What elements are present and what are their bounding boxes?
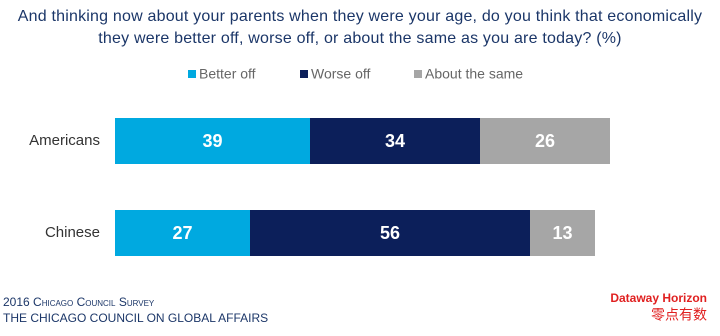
bar-segment: [115, 118, 310, 164]
bar-segment: [480, 118, 610, 164]
category-label: Americans: [29, 132, 100, 149]
legend-label: About the same: [425, 66, 523, 82]
value-label: 34: [385, 131, 405, 151]
value-label: 56: [380, 223, 400, 243]
bar-segment: [115, 210, 250, 256]
bar-segment: [310, 118, 480, 164]
chart-title: And thinking now about your parents when…: [17, 8, 703, 47]
bar-segment: [250, 210, 530, 256]
legend-label: Worse off: [311, 66, 371, 82]
value-label: 27: [172, 223, 192, 243]
source: 2016 Chicago Council Survey: [3, 295, 155, 309]
brand-cn: 零点有数: [651, 307, 707, 323]
value-label: 13: [552, 223, 572, 243]
value-label: 26: [535, 131, 555, 151]
category-label: Chinese: [45, 224, 100, 241]
bar-segment: [530, 210, 595, 256]
legend-label: Better off: [199, 66, 256, 82]
legend-swatch: [300, 70, 308, 78]
legend-swatch: [188, 70, 196, 78]
value-label: 39: [202, 131, 222, 151]
publisher: THE CHICAGO COUNCIL ON GLOBAL AFFAIRS: [3, 311, 268, 325]
brand: Dataway Horizon: [610, 291, 707, 305]
legend-swatch: [414, 70, 422, 78]
